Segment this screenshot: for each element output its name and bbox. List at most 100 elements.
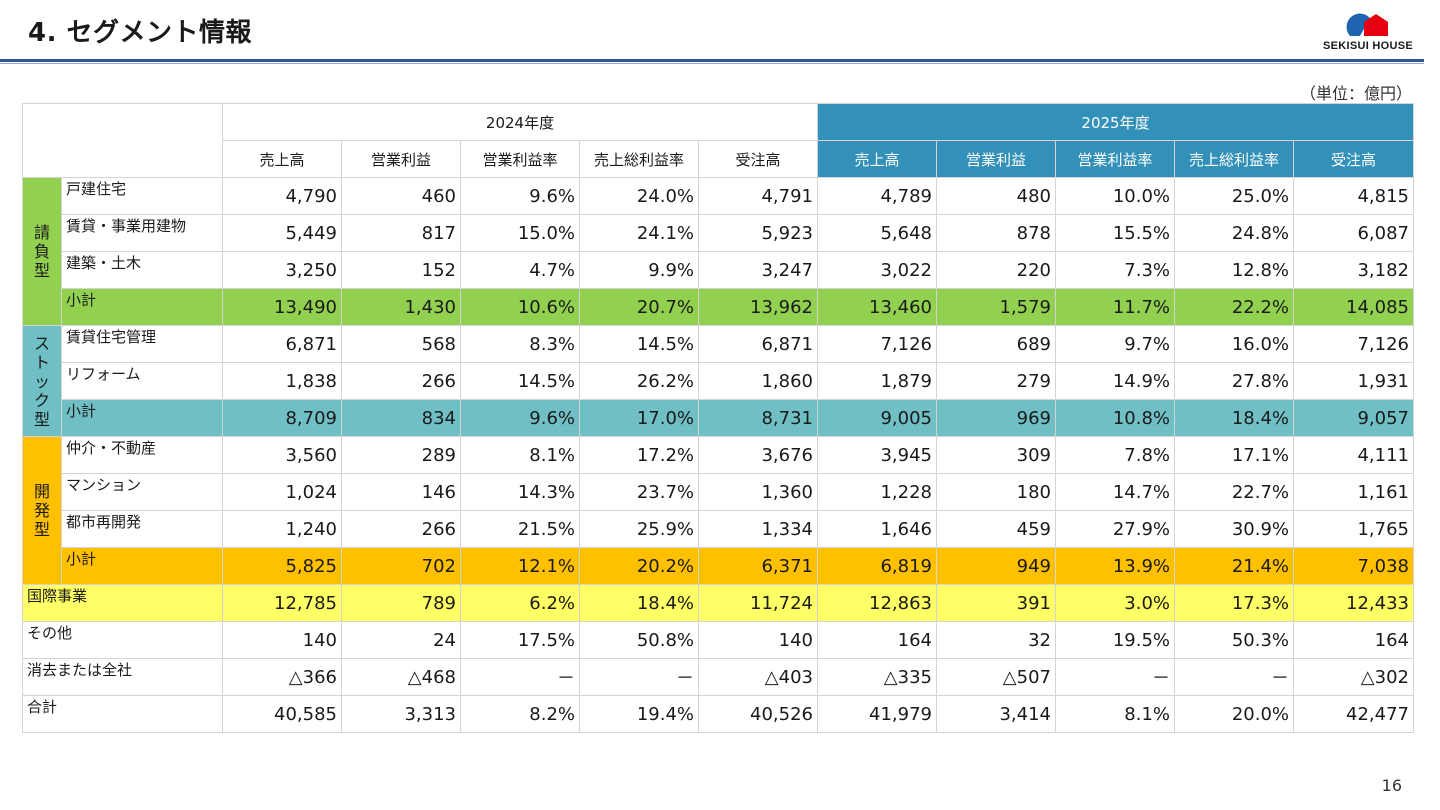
value-cell: 11.7% xyxy=(1055,288,1175,326)
value-cell: 969 xyxy=(936,399,1056,437)
value-cell: 25.0% xyxy=(1174,177,1294,215)
row-label: 仲介・不動産 xyxy=(61,436,223,474)
value-cell: 9.7% xyxy=(1055,325,1175,363)
value-cell: 17.1% xyxy=(1174,436,1294,474)
year-header-row: 2024年度 2025年度 xyxy=(22,103,1414,178)
value-cell: 817 xyxy=(341,214,461,252)
value-cell: 1,024 xyxy=(222,473,342,511)
value-cell: 13,962 xyxy=(698,288,818,326)
value-cell: 289 xyxy=(341,436,461,474)
value-cell: 7,038 xyxy=(1293,547,1414,585)
table-row: 合計 40,585 3,313 8.2% 19.4% 40,526 41,979 3,414 8… xyxy=(22,695,1414,733)
value-cell: 5,449 xyxy=(222,214,342,252)
value-cell: 8,731 xyxy=(698,399,818,437)
row-label: その他 xyxy=(22,621,223,659)
segment-group-label: ストック型 xyxy=(22,325,62,437)
value-cell: 50.8% xyxy=(579,621,699,659)
value-cell: 17.3% xyxy=(1174,584,1294,622)
column-header: 売上高 xyxy=(817,140,937,178)
value-cell: 8.1% xyxy=(1055,695,1175,733)
table-row: 賃貸・事業用建物 5,449 817 15.0% 24.1% 5,923 5,648 878 1… xyxy=(23,214,1414,252)
value-cell: 1,360 xyxy=(698,473,818,511)
value-cell: 40,585 xyxy=(222,695,342,733)
column-header: 売上高 xyxy=(222,140,342,178)
value-cell: 1,879 xyxy=(817,362,937,400)
value-cell: 32 xyxy=(936,621,1056,659)
value-cell: 460 xyxy=(341,177,461,215)
value-cell: 1,579 xyxy=(936,288,1056,326)
value-cell: 789 xyxy=(341,584,461,622)
value-cell: 9.6% xyxy=(460,177,580,215)
column-header: 営業利益 xyxy=(936,140,1056,178)
value-cell: 41,979 xyxy=(817,695,937,733)
value-cell: 1,765 xyxy=(1293,510,1414,548)
sekisui-house-logo: SEKISUI HOUSE xyxy=(1322,10,1414,56)
value-cell: 20.0% xyxy=(1174,695,1294,733)
row-label: マンション xyxy=(61,473,223,511)
value-cell: 220 xyxy=(936,251,1056,289)
value-cell: 42,477 xyxy=(1293,695,1414,733)
value-cell: 11,724 xyxy=(698,584,818,622)
value-cell: △403 xyxy=(698,658,818,696)
value-cell: 9.9% xyxy=(579,251,699,289)
value-cell: 13,490 xyxy=(222,288,342,326)
subtotal-row: 小計 13,490 1,430 10.6% 20.7% 13,962 13,460 1,579… xyxy=(23,288,1414,326)
value-cell: 4,789 xyxy=(817,177,937,215)
value-cell: 266 xyxy=(341,510,461,548)
value-cell: 14.3% xyxy=(460,473,580,511)
value-cell: 6,871 xyxy=(222,325,342,363)
value-cell: 4,791 xyxy=(698,177,818,215)
value-cell: 4.7% xyxy=(460,251,580,289)
value-cell: 8,709 xyxy=(222,399,342,437)
value-cell: 10.0% xyxy=(1055,177,1175,215)
table-row: マンション 1,024 146 14.3% 23.7% 1,360 1,228 180 14.7… xyxy=(23,473,1414,511)
row-label: リフォーム xyxy=(61,362,223,400)
value-cell: 3,247 xyxy=(698,251,818,289)
row-label: 消去または全社 xyxy=(22,658,223,696)
year-header-2025: 2025年度 xyxy=(817,103,1414,141)
value-cell: 24 xyxy=(341,621,461,659)
value-cell: 7.8% xyxy=(1055,436,1175,474)
value-cell: － xyxy=(579,658,699,696)
value-cell: 1,430 xyxy=(341,288,461,326)
value-cell: 878 xyxy=(936,214,1056,252)
logo-text: SEKISUI HOUSE xyxy=(1322,40,1414,52)
value-cell: 3,560 xyxy=(222,436,342,474)
logo-mark-icon xyxy=(1346,13,1388,36)
value-cell: 4,815 xyxy=(1293,177,1414,215)
value-cell: 3,250 xyxy=(222,251,342,289)
value-cell: 8.3% xyxy=(460,325,580,363)
value-cell: 20.7% xyxy=(579,288,699,326)
value-cell: 309 xyxy=(936,436,1056,474)
value-cell: 949 xyxy=(936,547,1056,585)
value-cell: 5,825 xyxy=(222,547,342,585)
value-cell: 19.4% xyxy=(579,695,699,733)
subtotal-row: 小計 5,825 702 12.1% 20.2% 6,371 6,819 949 13.9% 21… xyxy=(23,547,1414,585)
value-cell: 459 xyxy=(936,510,1056,548)
value-cell: 26.2% xyxy=(579,362,699,400)
value-cell: 1,240 xyxy=(222,510,342,548)
value-cell: 164 xyxy=(1293,621,1414,659)
column-header: 売上総利益率 xyxy=(579,140,699,178)
value-cell: 3,182 xyxy=(1293,251,1414,289)
value-cell: － xyxy=(1174,658,1294,696)
value-cell: 1,931 xyxy=(1293,362,1414,400)
value-cell: 3,414 xyxy=(936,695,1056,733)
value-cell: 22.2% xyxy=(1174,288,1294,326)
value-cell: 14,085 xyxy=(1293,288,1414,326)
value-cell: 279 xyxy=(936,362,1056,400)
row-label: 都市再開発 xyxy=(61,510,223,548)
corner-cell xyxy=(22,103,223,178)
value-cell: 12,863 xyxy=(817,584,937,622)
value-cell: 9,057 xyxy=(1293,399,1414,437)
value-cell: 689 xyxy=(936,325,1056,363)
table-row: 開発型 仲介・不動産 3,560 289 8.1% 17.2% 3,676 3,945 309 7… xyxy=(22,436,1414,585)
table-body: 請負型 戸建住宅 4,790 460 9.6% 24.0% 4,791 4,789 480 10.… xyxy=(22,177,1414,733)
value-cell: 21.4% xyxy=(1174,547,1294,585)
value-cell: 13,460 xyxy=(817,288,937,326)
value-cell: 22.7% xyxy=(1174,473,1294,511)
value-cell: 21.5% xyxy=(460,510,580,548)
value-cell: 834 xyxy=(341,399,461,437)
value-cell: 6,371 xyxy=(698,547,818,585)
table-row: 建築・土木 3,250 152 4.7% 9.9% 3,247 3,022 220 7.3% 12… xyxy=(23,251,1414,289)
